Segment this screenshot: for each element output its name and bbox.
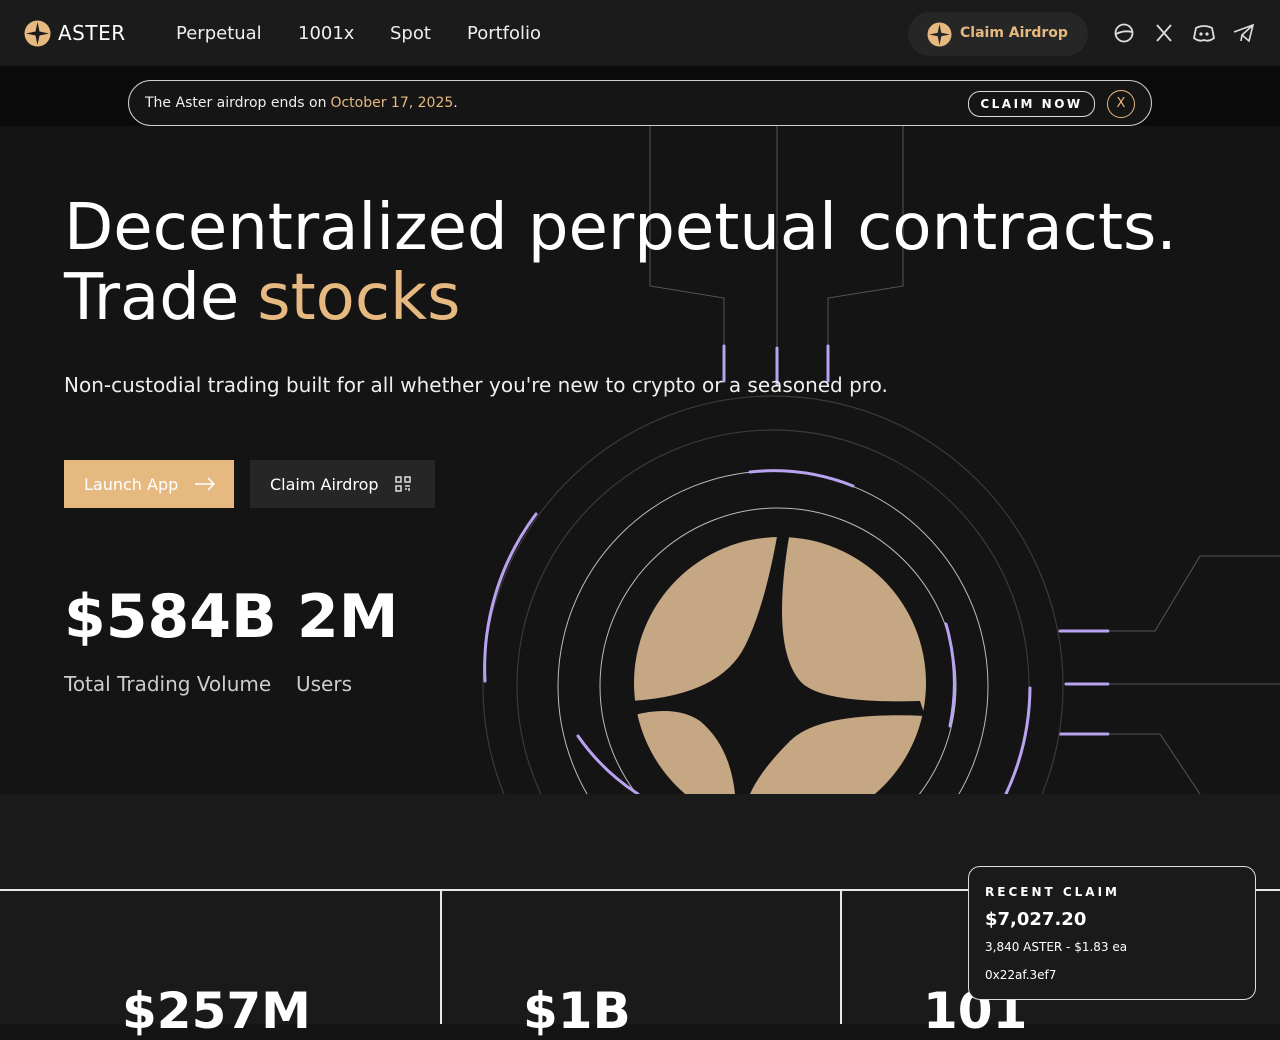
banner-text: The Aster airdrop ends on: [145, 95, 327, 111]
logo-text[interactable]: ASTER: [58, 21, 126, 45]
headline: Decentralized perpetual contracts.: [64, 191, 1177, 265]
banner-message: The Aster airdrop ends on October 17, 202…: [145, 95, 458, 111]
divider-line: [840, 891, 842, 1024]
subtitle: Non-custodial trading built for all whet…: [64, 373, 888, 397]
arrow-icon: [195, 477, 216, 491]
nav-link[interactable]: Portfolio: [467, 23, 542, 44]
headline-accent: stocks: [257, 261, 461, 335]
divider-line: [0, 889, 1280, 891]
claim-icon: [927, 22, 952, 47]
claim-airdrop-button[interactable]: Claim Airdrop: [250, 460, 435, 508]
launch-app-label: Launch App: [84, 475, 179, 494]
nav-link[interactable]: Spot: [390, 23, 431, 44]
card-detail: 3,840 ASTER - $1.83 ea: [985, 940, 1128, 954]
headline-text: Trade: [64, 261, 240, 335]
launch-app-button[interactable]: Launch App: [64, 460, 234, 508]
banner-date: October 17, 2025: [330, 95, 454, 111]
nav-link[interactable]: 1001x: [298, 23, 355, 44]
stat-label: Users: [296, 672, 353, 696]
qr-icon: [395, 476, 411, 492]
nav-bar: ASTER Perpetual 1001x Spot Portfolio Cla…: [0, 0, 1280, 66]
recent-claim-card: RECENT CLAIM $7,027.20 3,840 ASTER - $1.…: [968, 866, 1256, 1000]
social-icon[interactable]: [1114, 23, 1134, 43]
claim-now-button[interactable]: CLAIM NOW: [968, 91, 1095, 117]
headline: Trade stocks: [64, 262, 460, 334]
stat-value: $584B: [64, 582, 277, 652]
x-icon[interactable]: [1155, 24, 1173, 42]
hero: [0, 126, 1280, 794]
nav-link[interactable]: Perpetual: [176, 23, 262, 44]
close-button[interactable]: X: [1107, 90, 1135, 118]
telegram-icon[interactable]: [1233, 24, 1255, 42]
card-title: RECENT CLAIM: [985, 885, 1120, 899]
card-amount: $7,027.20: [985, 909, 1087, 930]
claim-airdrop-label: Claim Airdrop: [960, 25, 1068, 41]
card-address: 0x22af.3ef7: [985, 968, 1057, 982]
stat-label: Total Trading Volume: [64, 672, 272, 696]
banner-end: .: [453, 95, 458, 111]
metric-value: $257M: [122, 982, 311, 1040]
claim-airdrop-button[interactable]: Claim Airdrop: [908, 12, 1088, 56]
discord-icon[interactable]: [1193, 24, 1215, 42]
airdrop-banner: The Aster airdrop ends on October 17, 202…: [128, 80, 1152, 126]
hero-graphic: [482, 126, 1280, 794]
logo-icon: [24, 20, 51, 47]
divider-line: [440, 891, 442, 1024]
claim-airdrop-label: Claim Airdrop: [270, 475, 379, 494]
stat-value: 2M: [297, 582, 399, 652]
metric-value: $1B: [523, 982, 631, 1040]
